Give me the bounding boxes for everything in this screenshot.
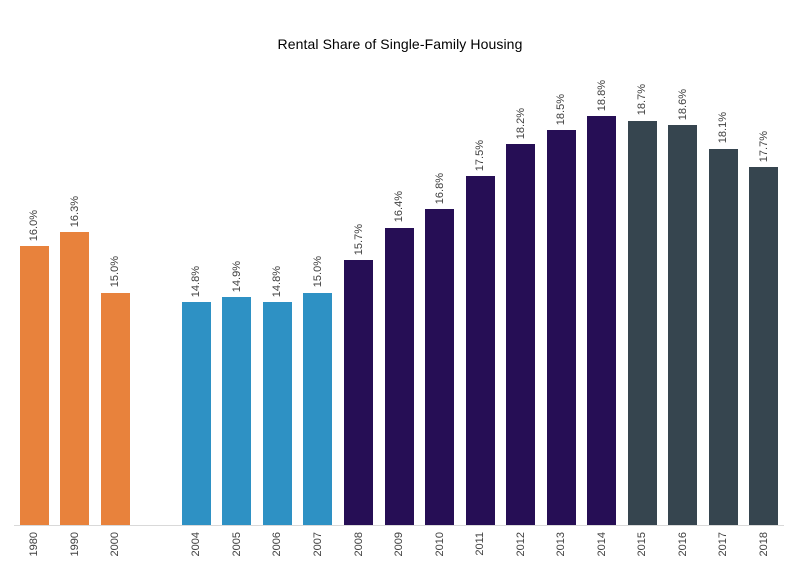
bar-value-label: 15.7%: [352, 223, 365, 256]
bar-value-label: 16.0%: [28, 209, 41, 242]
bar-value-label: 16.4%: [393, 191, 406, 223]
bar-value-label: 14.8%: [271, 265, 284, 297]
bar-2018: [749, 167, 779, 525]
bar-value-label: 15.0%: [311, 256, 324, 288]
bar-slot: 14.8% 2006: [257, 116, 298, 556]
x-axis-label: 2015: [636, 532, 649, 557]
bar-slot: 18.1% 2017: [703, 112, 744, 556]
bar-value-label: 17.7%: [757, 130, 770, 163]
bar-2017: [708, 148, 738, 525]
bar-2009: [384, 227, 414, 525]
gap-slot: [136, 116, 177, 525]
bar-2005: [222, 297, 252, 525]
bar-value-label: 18.7%: [636, 84, 649, 116]
x-axis-label: 1980: [28, 532, 41, 557]
plot-area: 16.0% 1980 16.3% 1990 15.0% 2000 14.8% 2004 14.9…: [14, 80, 785, 556]
bar-value-label: 14.8%: [190, 265, 203, 297]
x-axis-label: 2008: [352, 532, 365, 557]
x-axis-label: 2006: [271, 532, 284, 557]
bar-2006: [262, 301, 292, 525]
bar-2000: [100, 292, 130, 525]
x-axis-label: 2017: [717, 532, 730, 557]
x-axis-label: 2011: [474, 532, 487, 556]
bar-value-label: 18.1%: [717, 112, 730, 144]
bar-2015: [627, 120, 657, 525]
bar-2016: [668, 125, 698, 525]
x-axis-label: 2014: [595, 532, 608, 557]
bar-slot: 14.9% 2005: [217, 116, 258, 556]
bar-value-label: 18.6%: [676, 89, 689, 121]
bar-slot: 15.0% 2000: [95, 116, 136, 556]
bar-2014: [587, 116, 617, 525]
bar-1990: [60, 232, 90, 525]
x-axis-label: 2004: [190, 532, 203, 557]
bar-value-label: 18.2%: [514, 107, 527, 139]
x-axis-label: 2010: [433, 532, 446, 557]
x-axis-label: 2013: [555, 532, 568, 557]
bar-2012: [506, 143, 536, 525]
x-axis-label: 2018: [757, 532, 770, 557]
x-axis-label: 2005: [230, 532, 243, 557]
bar-slot: 18.6% 2016: [663, 89, 704, 556]
bar-slot: 15.7% 2008: [338, 116, 379, 556]
bar-2011: [465, 176, 495, 525]
x-axis-label: 2009: [393, 532, 406, 557]
bar-value-label: 18.5%: [555, 93, 568, 125]
bar-2013: [546, 129, 576, 525]
bar-value-label: 16.3%: [68, 196, 81, 228]
bar-slot: 18.7% 2015: [622, 84, 663, 556]
bar-slot: 16.0% 1980: [14, 116, 55, 556]
x-axis-label: 2012: [514, 532, 527, 557]
bar-slot: 16.8% 2010: [419, 116, 460, 556]
bar-value-label: 14.9%: [230, 261, 243, 293]
chart-title: Rental Share of Single-Family Housing: [277, 36, 523, 52]
bar-2004: [181, 301, 211, 525]
bar-slot: 18.5% 2013: [541, 94, 582, 556]
bar-slot: 14.8% 2004: [176, 116, 217, 556]
bar-slot: 18.2% 2012: [500, 108, 541, 556]
bar-slot: 17.5% 2011: [460, 116, 501, 556]
bar-value-label: 16.8%: [433, 172, 446, 204]
x-axis-label: 2007: [311, 532, 324, 557]
x-axis-label: 2016: [676, 532, 689, 557]
bar-slot: 16.3% 1990: [55, 116, 96, 556]
bar-value-label: 17.5%: [474, 140, 487, 172]
bar-2007: [303, 292, 333, 525]
bar-2010: [425, 208, 455, 525]
bar-value-label: 15.0%: [109, 256, 122, 288]
bar-slot: 17.7% 2018: [744, 116, 785, 556]
bar-1980: [19, 246, 49, 525]
bar-slot: 18.8% 2014: [581, 80, 622, 556]
bar-value-label: 18.8%: [595, 79, 608, 111]
x-axis-label: 1990: [68, 532, 81, 557]
x-axis-label: 2000: [109, 532, 122, 557]
bar-2008: [344, 260, 374, 525]
bar-slot: 16.4% 2009: [379, 116, 420, 556]
bar-slot: 15.0% 2007: [298, 116, 339, 556]
